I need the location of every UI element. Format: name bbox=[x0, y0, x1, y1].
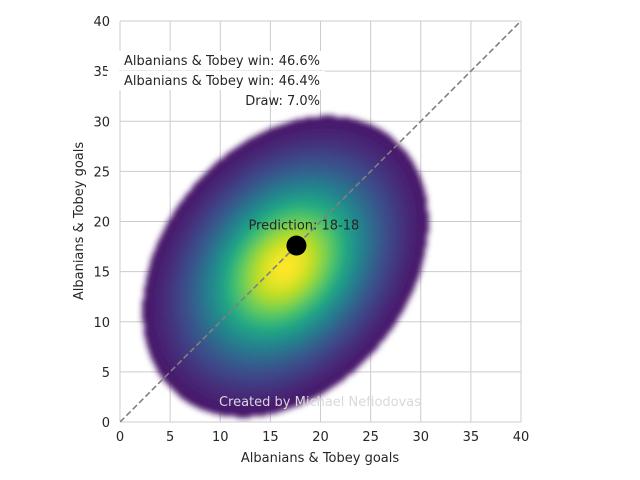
x-tick-label: 10 bbox=[212, 430, 229, 445]
y-tick-label: 35 bbox=[93, 65, 110, 80]
x-tick-label: 35 bbox=[463, 430, 480, 445]
x-tick-label: 15 bbox=[262, 430, 279, 445]
x-tick-label: 25 bbox=[362, 430, 379, 445]
watermark-text: Created by Michael Nefiodovas bbox=[219, 395, 421, 410]
x-tick-label: 30 bbox=[412, 430, 429, 445]
y-tick-label: 20 bbox=[93, 216, 110, 231]
annotation-text: Albanians & Tobey win: 46.4% bbox=[124, 74, 320, 89]
y-axis-label: Albanians & Tobey goals bbox=[72, 142, 87, 300]
x-tick-label: 0 bbox=[116, 430, 124, 445]
y-tick-label: 40 bbox=[93, 15, 110, 30]
x-tick-label: 40 bbox=[513, 430, 530, 445]
axis-labels: Albanians & Tobey goals Albanians & Tobe… bbox=[72, 142, 399, 466]
prediction-label: Prediction: 18-18 bbox=[248, 219, 359, 234]
tick-labels: 0 5 10 15 20 25 30 35 40 0 5 10 15 20 25 30 35 40 bbox=[93, 15, 529, 445]
annotation-text: Draw: 7.0% bbox=[245, 94, 320, 109]
x-tick-label: 5 bbox=[166, 430, 174, 445]
y-tick-label: 0 bbox=[102, 416, 110, 431]
y-tick-label: 10 bbox=[93, 316, 110, 331]
prediction-point bbox=[286, 235, 307, 256]
annotation-text: Albanians & Tobey win: 46.6% bbox=[124, 54, 320, 69]
y-tick-label: 25 bbox=[93, 165, 110, 180]
x-tick-label: 20 bbox=[312, 430, 329, 445]
y-tick-label: 30 bbox=[93, 115, 110, 130]
diagonal-line bbox=[120, 21, 521, 422]
annotation-background bbox=[107, 51, 325, 70]
y-tick-label: 15 bbox=[93, 266, 110, 281]
x-axis-label: Albanians & Tobey goals bbox=[241, 451, 399, 466]
y-tick-label: 5 bbox=[102, 366, 110, 381]
annotation-background bbox=[107, 71, 325, 90]
prediction-layer: Prediction: 18-18 bbox=[248, 219, 359, 256]
diagonal-dashed-line bbox=[120, 21, 521, 422]
annotations: Albanians & Tobey win: 46.6% Albanians & … bbox=[107, 51, 325, 109]
